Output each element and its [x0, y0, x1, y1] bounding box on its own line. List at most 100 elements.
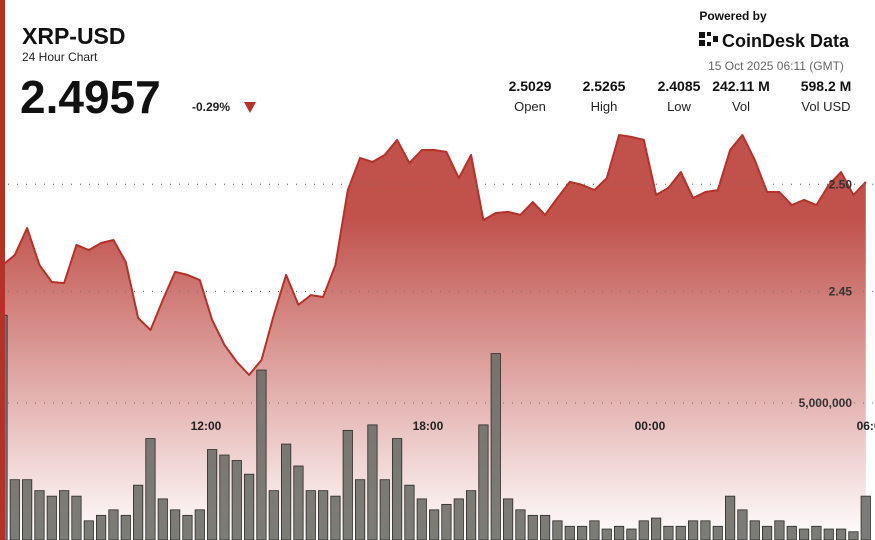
volume-bar	[811, 525, 822, 540]
volume-bar	[589, 520, 600, 540]
left-accent	[0, 0, 5, 540]
volume-bar	[404, 484, 415, 540]
volume-bar	[577, 525, 588, 540]
volume-bar	[478, 424, 489, 540]
volume-bar	[46, 495, 57, 540]
volume-bar	[207, 449, 218, 540]
volume-bar	[466, 490, 477, 540]
volume-bar	[83, 520, 94, 540]
x-tick-label: 18:00	[413, 419, 444, 433]
volume-bar	[145, 438, 156, 540]
volume-bar	[194, 509, 205, 540]
volume-bar	[441, 503, 452, 540]
volume-bar	[786, 525, 797, 540]
stat-label: Low	[667, 99, 691, 114]
volume-bar	[133, 484, 144, 540]
volume-bar	[305, 490, 316, 540]
stat-label: Open	[514, 99, 546, 114]
volume-bar	[256, 369, 267, 540]
volume-bar	[429, 509, 440, 540]
volume-bar	[108, 509, 119, 540]
volume-bar	[355, 479, 366, 540]
volume-bar	[638, 520, 649, 540]
powered-by: Powered by	[699, 9, 767, 23]
stats: 2.5029 Open 2.5265 High 2.4085 Low 242.11 M Vol…	[509, 78, 852, 114]
price-line	[1, 134, 867, 376]
volume-bar	[823, 528, 834, 540]
volume-bar	[626, 528, 637, 540]
volume-bar	[59, 490, 70, 540]
subtitle: 24 Hour Chart	[22, 50, 98, 64]
volume-bar	[675, 525, 686, 540]
logo-icon	[699, 32, 718, 46]
volume-bar	[601, 528, 612, 540]
stat-value: 598.2 M	[801, 78, 852, 94]
price-area	[2, 135, 866, 540]
y-tick-label: 2.50	[829, 177, 853, 191]
volume-bar	[318, 490, 329, 540]
volume-bar	[540, 514, 551, 540]
price: 2.4957	[20, 71, 161, 123]
x-tick-label: 12:00	[191, 419, 222, 433]
volume-bar	[22, 479, 33, 540]
volume-bar	[71, 495, 82, 540]
volume-bar	[688, 520, 699, 540]
volume-bar	[503, 498, 514, 540]
y-tick-label: 2.45	[829, 284, 853, 298]
stat-label: Vol USD	[801, 99, 850, 114]
stat-value: 242.11 M	[712, 78, 770, 94]
volume-bar	[157, 498, 168, 540]
volume-bar	[219, 454, 230, 540]
stat-label: Vol	[732, 99, 750, 114]
x-tick-label: 06:00	[857, 419, 875, 433]
volume-bar	[515, 509, 526, 540]
volume-bar	[564, 525, 575, 540]
volume-bar	[293, 465, 304, 540]
change: -0.29%	[192, 100, 230, 114]
volume-bar	[725, 495, 736, 540]
volume-bar	[96, 514, 107, 540]
volume-bar	[799, 528, 810, 540]
volume-bar	[774, 520, 785, 540]
volume-bar	[552, 520, 563, 540]
volume-bar	[700, 520, 711, 540]
volume-bar	[244, 473, 255, 540]
volume-bar	[835, 528, 847, 540]
volume-bar	[453, 498, 464, 540]
brand: CoinDesk Data	[722, 31, 850, 51]
volume-bar	[330, 495, 341, 540]
volume-bar	[9, 479, 20, 540]
volume-bar	[490, 353, 501, 540]
volume-bar	[34, 490, 45, 540]
volume-bar	[848, 531, 859, 540]
volume-bar	[651, 517, 662, 540]
volume-bar	[170, 509, 181, 540]
volume-bar	[762, 525, 773, 540]
volume-bar	[416, 498, 427, 540]
stat-value: 2.5029	[509, 78, 552, 94]
volume-bar	[737, 509, 748, 540]
volume-bar	[342, 429, 353, 540]
volume-bar	[392, 438, 403, 540]
plot-area: 2.45 2.50 5,000,000 12:00 18:00 00:00 06:00	[0, 134, 875, 540]
y2-tick-label: 5,000,000	[799, 396, 853, 410]
volume-bar	[663, 525, 674, 540]
title: XRP-USD	[22, 23, 126, 49]
down-arrow	[244, 102, 256, 113]
x-tick-label: 00:00	[635, 419, 666, 433]
volume-bar	[182, 514, 193, 540]
stat-value: 2.5265	[583, 78, 626, 94]
volume-bar	[712, 525, 723, 540]
volume-bar	[860, 495, 871, 540]
timestamp: 15 Oct 2025 06:11 (GMT)	[708, 59, 844, 73]
stat-label: High	[591, 99, 618, 114]
volume-bar	[614, 525, 625, 540]
volume-bar	[379, 479, 390, 540]
stat-value: 2.4085	[658, 78, 701, 94]
volume-bar	[268, 490, 279, 540]
volume-bar	[367, 424, 378, 540]
volume-bar	[231, 460, 242, 540]
volume-bar	[120, 514, 131, 540]
volume-bar	[749, 520, 760, 540]
